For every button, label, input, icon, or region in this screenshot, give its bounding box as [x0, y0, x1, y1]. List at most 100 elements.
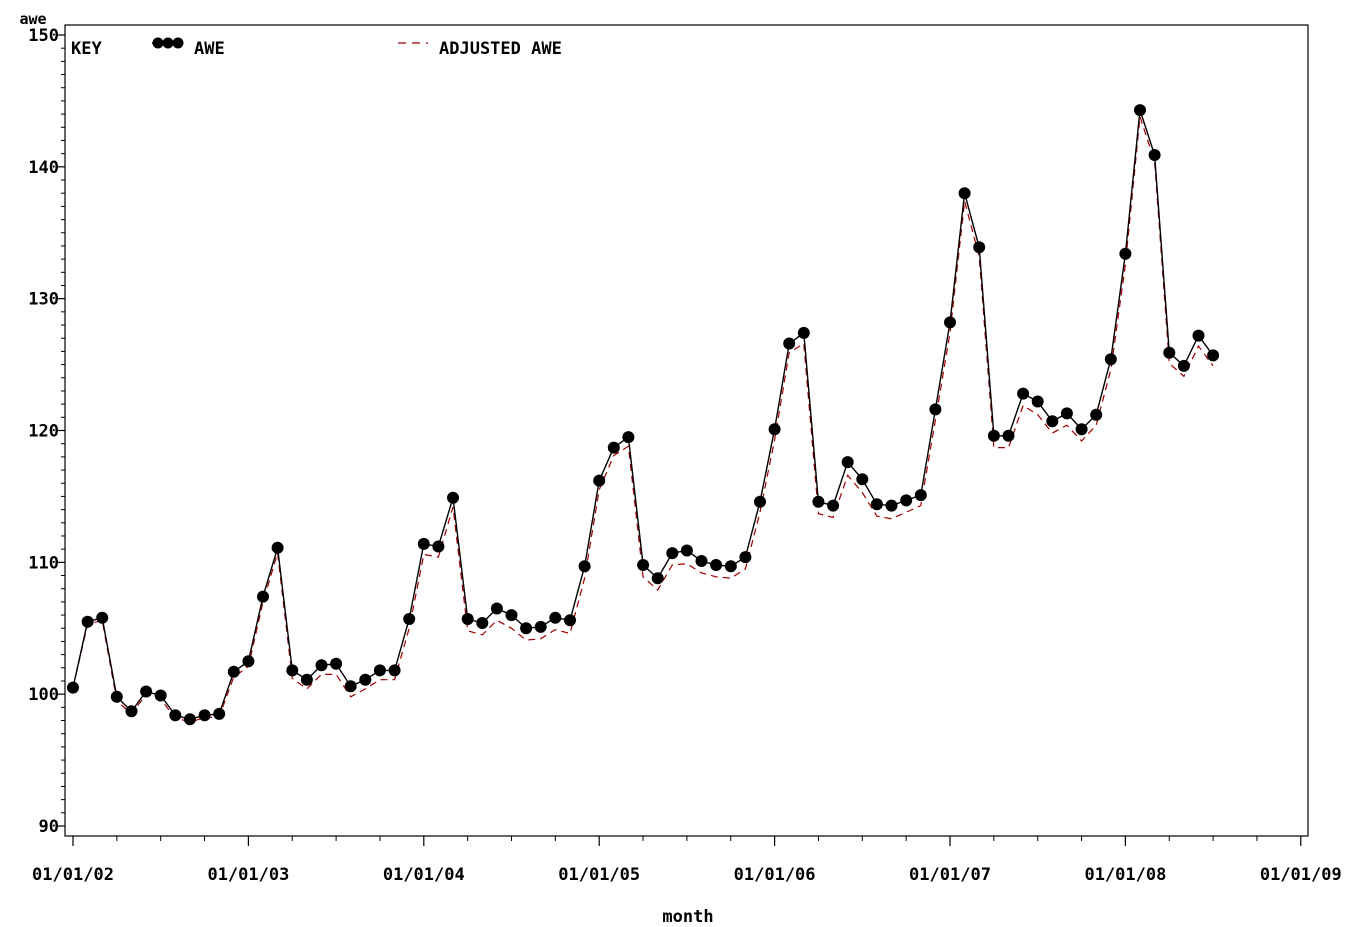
- awe-point: [183, 713, 196, 726]
- awe-point: [754, 495, 766, 508]
- awe-point: [622, 431, 635, 444]
- awe-point: [140, 685, 153, 698]
- awe-point: [476, 617, 489, 629]
- awe-point: [593, 474, 606, 487]
- awe-point: [388, 664, 401, 677]
- awe-point: [958, 187, 971, 200]
- x-tick-label: 01/01/05: [558, 865, 640, 885]
- x-tick-label: 01/01/06: [734, 865, 816, 885]
- awe-point: [1017, 387, 1030, 400]
- awe-point: [110, 690, 123, 703]
- awe-point: [271, 541, 284, 554]
- awe-point: [505, 609, 518, 622]
- awe-point: [1031, 395, 1044, 408]
- awe-point: [67, 681, 79, 694]
- awe-point: [973, 241, 986, 254]
- awe-point: [739, 551, 752, 564]
- awe-point: [227, 665, 240, 678]
- x-tick-label: 01/01/04: [383, 865, 465, 885]
- y-axis-label: awe: [19, 10, 46, 28]
- x-tick-label: 01/01/02: [32, 865, 114, 885]
- awe-point: [1163, 346, 1176, 359]
- awe-point: [461, 613, 474, 625]
- plot-frame: [64, 24, 1309, 837]
- y-tick-label: 100: [28, 685, 59, 705]
- awe-point: [1090, 408, 1103, 421]
- awe-point: [856, 473, 869, 486]
- x-axis: 01/01/02 01/01/03 01/01/04 01/01/05 01/01/06…: [32, 836, 1342, 885]
- awe-point: [344, 680, 357, 693]
- awe-point: [198, 709, 211, 722]
- awe-point: [520, 622, 533, 635]
- awe-point: [432, 540, 445, 553]
- awe-point: [812, 495, 825, 508]
- awe-point: [534, 620, 547, 633]
- awe-point: [286, 664, 299, 677]
- awe-line: [72, 109, 1214, 720]
- awe-point: [242, 655, 255, 668]
- awe-point: [651, 572, 664, 585]
- awe-point: [96, 611, 109, 624]
- adjusted-awe-line: [72, 116, 1214, 723]
- awe-point: [841, 456, 854, 469]
- x-tick-label: 01/01/08: [1084, 865, 1166, 885]
- awe-point: [783, 337, 796, 350]
- awe-point: [680, 544, 693, 557]
- awe-point: [564, 614, 576, 627]
- awe-point: [827, 499, 840, 512]
- awe-point: [768, 423, 781, 436]
- awe-point: [359, 673, 372, 686]
- awe-point: [578, 560, 591, 573]
- awe-point: [900, 494, 913, 507]
- y-tick-label: 140: [28, 158, 59, 178]
- awe-point: [1207, 349, 1220, 362]
- awe-point: [914, 489, 927, 502]
- awe-point: [870, 498, 883, 511]
- awe-point: [315, 659, 328, 672]
- awe-point: [929, 403, 942, 416]
- legend-awe-marker: [152, 37, 184, 49]
- awe-point: [1075, 423, 1088, 436]
- awe-point: [885, 499, 898, 512]
- awe-points: [67, 104, 1220, 726]
- awe-point: [300, 673, 313, 686]
- awe-point: [417, 537, 430, 550]
- awe-point: [81, 615, 94, 628]
- x-axis-label: month: [662, 907, 713, 927]
- x-tick-label: 01/01/09: [1260, 865, 1342, 885]
- awe-point: [1192, 329, 1205, 342]
- awe-point: [944, 316, 956, 329]
- awe-point: [125, 705, 138, 718]
- awe-point: [607, 441, 620, 454]
- awe-point: [330, 657, 343, 670]
- awe-point: [710, 559, 723, 571]
- awe-point: [549, 611, 562, 624]
- x-tick-label: 01/01/03: [207, 865, 289, 885]
- awe-point: [797, 326, 810, 339]
- awe-point: [154, 689, 167, 702]
- awe-point: [637, 559, 650, 571]
- y-tick-label: 90: [39, 817, 59, 837]
- y-axis: 90 100 110 120 130 140 150: [28, 26, 65, 837]
- series-lines: [72, 109, 1214, 723]
- legend: KEY AWE ADJUSTED AWE: [71, 37, 562, 59]
- awe-point: [169, 709, 182, 722]
- awe-point: [1060, 407, 1073, 420]
- y-tick-label: 130: [28, 290, 59, 310]
- y-tick-label: 110: [28, 553, 59, 573]
- awe-point: [724, 560, 737, 573]
- awe-point: [666, 547, 679, 560]
- awe-point: [1046, 415, 1059, 428]
- awe-point: [447, 491, 459, 504]
- awe-point: [1104, 353, 1117, 366]
- awe-point: [403, 613, 416, 625]
- awe-point: [1148, 149, 1161, 161]
- awe-point: [1134, 104, 1146, 117]
- awe-point: [257, 590, 269, 603]
- y-minor-ticks: [61, 47, 65, 814]
- awe-point: [1177, 359, 1190, 372]
- awe-point: [1119, 247, 1132, 260]
- legend-awe-label: AWE: [194, 39, 225, 59]
- y-tick-label: 120: [28, 422, 59, 442]
